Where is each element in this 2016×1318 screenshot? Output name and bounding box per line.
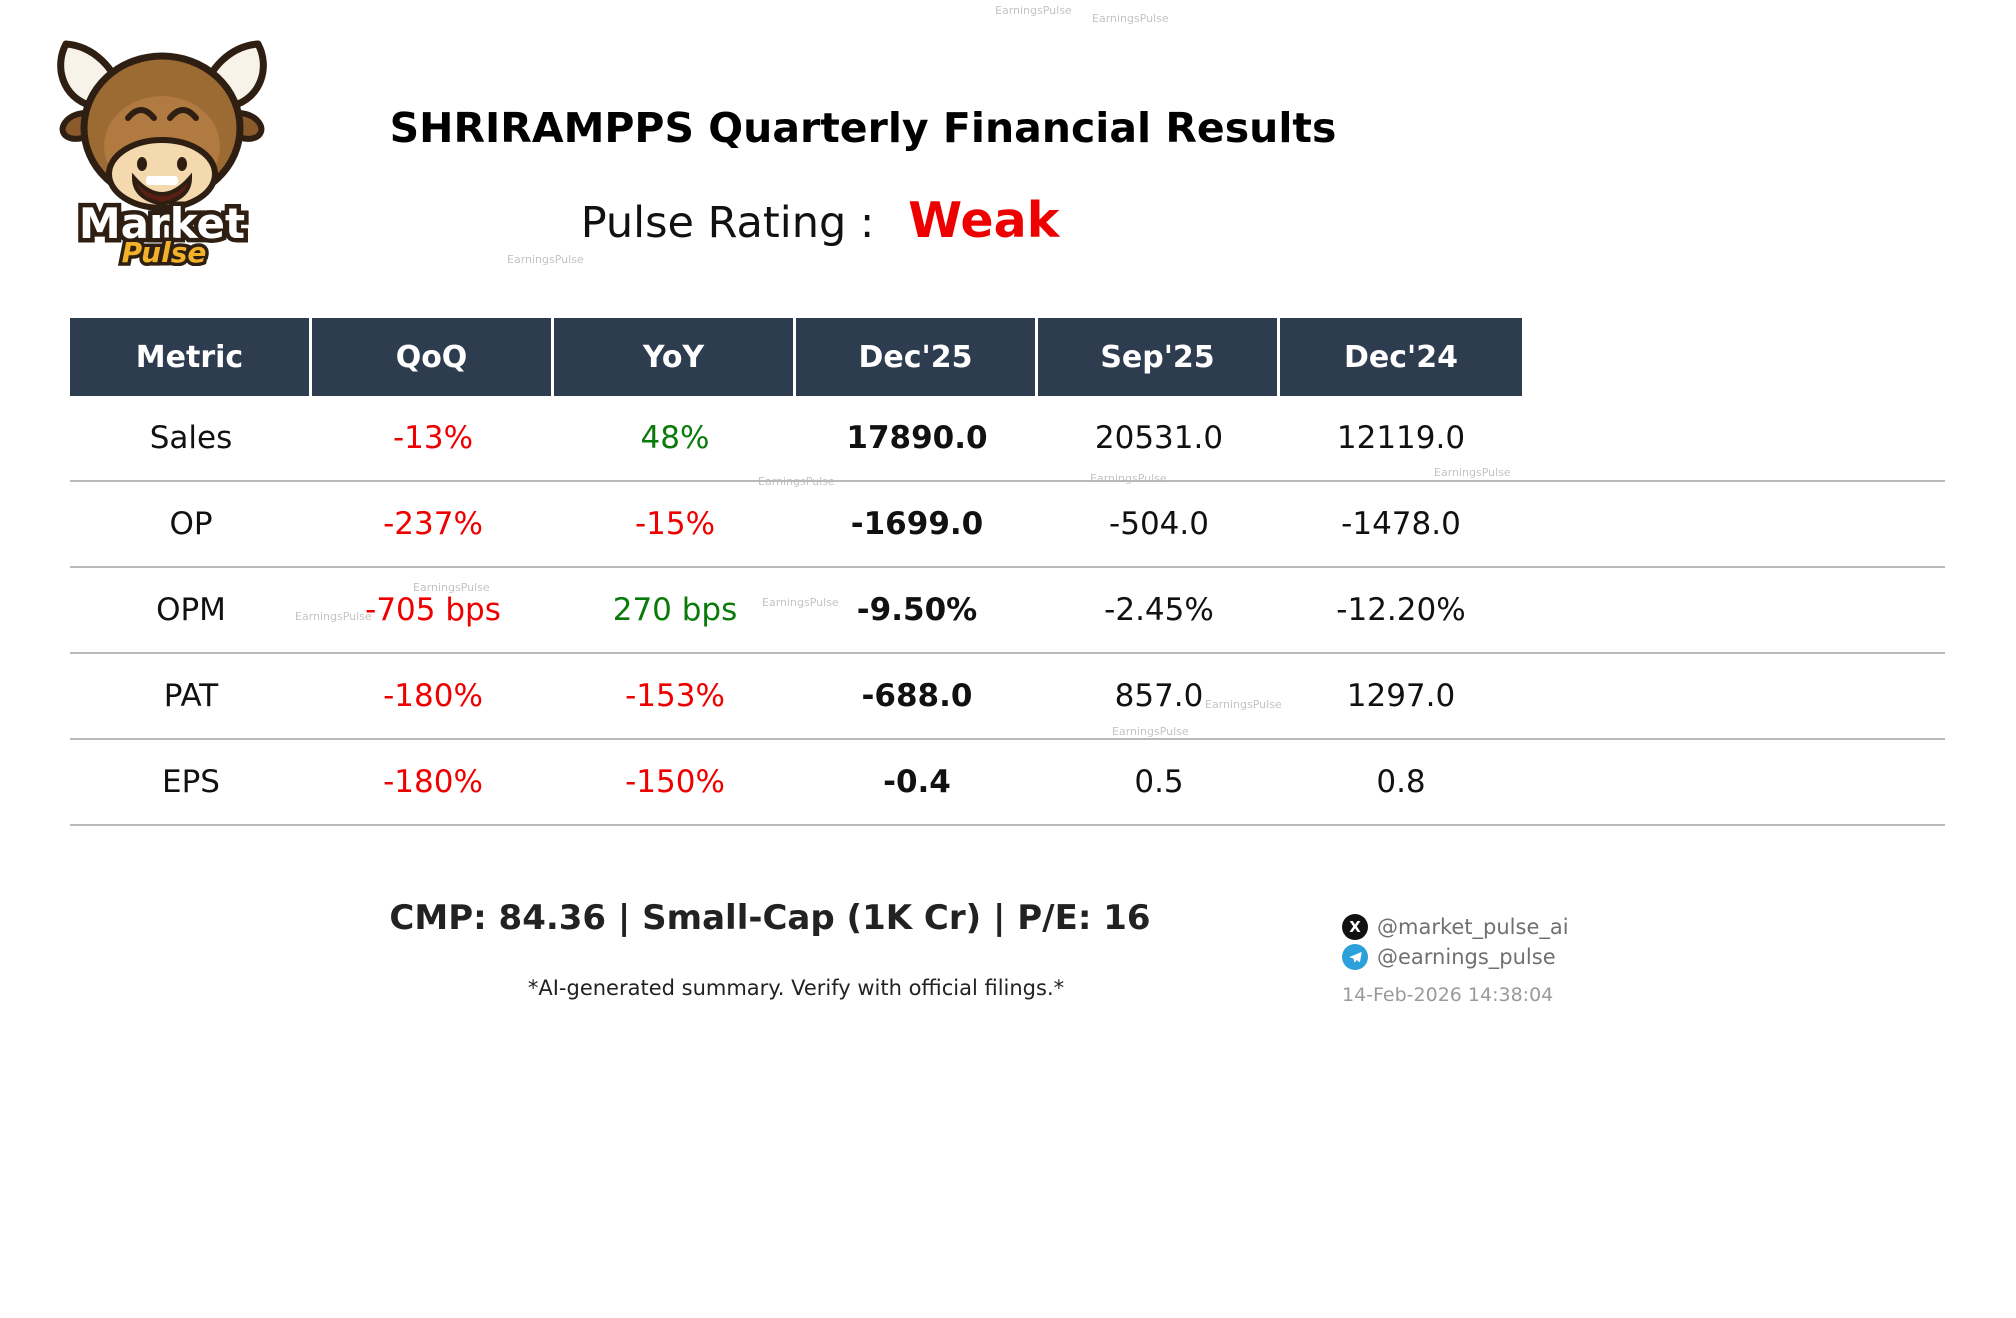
watermark: EarningsPulse bbox=[1205, 698, 1282, 711]
watermark: EarningsPulse bbox=[1434, 466, 1511, 479]
qoq-cell: -705 bps bbox=[365, 592, 501, 628]
watermark: EarningsPulse bbox=[413, 581, 490, 594]
table-row-sales: Sales -13% 48% 17890.0 20531.0 12119.0 bbox=[70, 396, 1945, 482]
dec25-cell: -688.0 bbox=[861, 678, 973, 714]
pulse-rating-value: Weak bbox=[908, 192, 1060, 249]
qoq-cell: -180% bbox=[383, 678, 483, 714]
column-header-dec24: Dec'24 bbox=[1280, 318, 1522, 396]
dec24-cell: 12119.0 bbox=[1336, 420, 1466, 456]
dec24-cell: 0.8 bbox=[1376, 764, 1426, 800]
market-pulse-logo: Market Pulse bbox=[52, 26, 272, 273]
sep25-cell: -2.45% bbox=[1104, 592, 1214, 628]
table-row-op: OP -237% -15% -1699.0 -504.0 -1478.0 bbox=[70, 482, 1945, 568]
telegram-handle: @earnings_pulse bbox=[1377, 945, 1556, 969]
sep25-cell: 0.5 bbox=[1134, 764, 1184, 800]
twitter-handle-row: X @market_pulse_ai bbox=[1342, 912, 1569, 942]
twitter-handle: @market_pulse_ai bbox=[1377, 915, 1569, 939]
table-header: Metric QoQ YoY Dec'25 Sep'25 Dec'24 bbox=[70, 318, 1522, 396]
watermark: EarningsPulse bbox=[1090, 472, 1167, 485]
metric-cell: OPM bbox=[156, 592, 226, 628]
yoy-cell: -150% bbox=[625, 764, 725, 800]
sep25-cell: -504.0 bbox=[1109, 506, 1209, 542]
telegram-handle-row: @earnings_pulse bbox=[1342, 942, 1569, 972]
watermark: EarningsPulse bbox=[1112, 725, 1189, 738]
watermark: EarningsPulse bbox=[295, 610, 372, 623]
sep25-cell: 20531.0 bbox=[1094, 420, 1224, 456]
qoq-cell: -13% bbox=[392, 420, 474, 456]
metric-cell: Sales bbox=[149, 420, 233, 456]
brand-subname: Pulse bbox=[122, 236, 207, 266]
yoy-cell: 270 bps bbox=[612, 592, 738, 628]
disclaimer-text: *AI-generated summary. Verify with offic… bbox=[527, 976, 1065, 1000]
table-body: Sales -13% 48% 17890.0 20531.0 12119.0 O… bbox=[70, 396, 1945, 826]
yoy-cell: -153% bbox=[625, 678, 725, 714]
x-icon: X bbox=[1342, 914, 1368, 940]
table-row-eps: EPS -180% -150% -0.4 0.5 0.8 bbox=[70, 740, 1945, 826]
watermark: EarningsPulse bbox=[762, 596, 839, 609]
qoq-cell: -180% bbox=[383, 764, 483, 800]
table-row-opm: OPM -705 bps 270 bps -9.50% -2.45% -12.2… bbox=[70, 568, 1945, 654]
dec24-cell: -12.20% bbox=[1336, 592, 1466, 628]
yoy-cell: -15% bbox=[634, 506, 716, 542]
dec25-cell: 17890.0 bbox=[846, 420, 988, 456]
summary-line: CMP: 84.36 | Small-Cap (1K Cr) | P/E: 16 bbox=[389, 898, 1151, 938]
watermark: EarningsPulse bbox=[507, 253, 584, 266]
dec25-cell: -0.4 bbox=[883, 764, 951, 800]
pulse-rating: Pulse Rating : Weak bbox=[0, 192, 1640, 249]
watermark: EarningsPulse bbox=[1092, 12, 1169, 25]
table-row-pat: PAT -180% -153% -688.0 857.0 1297.0 bbox=[70, 654, 1945, 740]
social-block: X @market_pulse_ai @earnings_pulse 14-Fe… bbox=[1342, 912, 1569, 1006]
page-title: SHRIRAMPPS Quarterly Financial Results bbox=[389, 104, 1337, 152]
dec25-cell: -1699.0 bbox=[850, 506, 984, 542]
qoq-cell: -237% bbox=[383, 506, 483, 542]
column-header-qoq: QoQ bbox=[312, 318, 554, 396]
metric-cell: OP bbox=[169, 506, 213, 542]
timestamp: 14-Feb-2026 14:38:04 bbox=[1342, 984, 1554, 1006]
dec24-cell: 1297.0 bbox=[1346, 678, 1456, 714]
watermark: EarningsPulse bbox=[995, 4, 1072, 17]
column-header-sep25: Sep'25 bbox=[1038, 318, 1280, 396]
column-header-metric: Metric bbox=[70, 318, 312, 396]
yoy-cell: 48% bbox=[640, 420, 710, 456]
metric-cell: PAT bbox=[163, 678, 219, 714]
pulse-rating-label: Pulse Rating : bbox=[580, 198, 875, 248]
column-header-dec25: Dec'25 bbox=[796, 318, 1038, 396]
metric-cell: EPS bbox=[162, 764, 220, 800]
dec24-cell: -1478.0 bbox=[1341, 506, 1461, 542]
brand-name: Market bbox=[79, 199, 245, 248]
bull-mascot-icon: Market Pulse bbox=[57, 40, 267, 273]
telegram-icon bbox=[1342, 944, 1368, 970]
column-header-yoy: YoY bbox=[554, 318, 796, 396]
watermark: EarningsPulse bbox=[758, 475, 835, 488]
sep25-cell: 857.0 bbox=[1114, 678, 1204, 714]
dec25-cell: -9.50% bbox=[856, 592, 978, 628]
